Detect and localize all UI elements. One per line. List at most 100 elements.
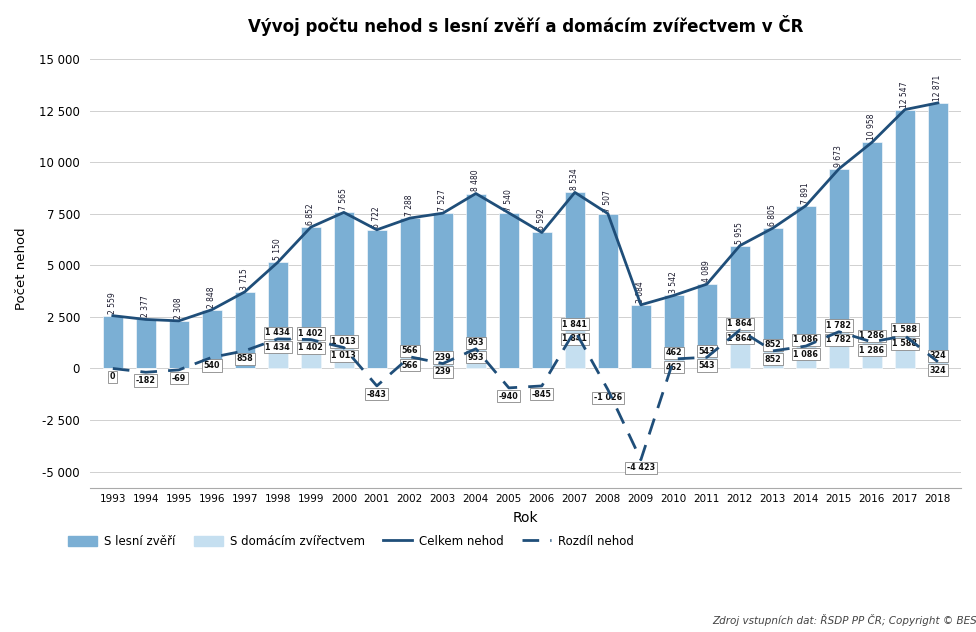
Bar	[565, 331, 585, 368]
Text: 12 547: 12 547	[901, 81, 910, 107]
Text: 7 565: 7 565	[340, 188, 348, 210]
Text: 852: 852	[764, 355, 781, 363]
Text: 1 588: 1 588	[892, 325, 917, 334]
Bar	[466, 349, 486, 368]
Bar	[102, 316, 123, 368]
Text: 8 480: 8 480	[471, 170, 480, 191]
Text: 540: 540	[204, 361, 220, 370]
Text: 10 958: 10 958	[868, 114, 876, 140]
Bar	[136, 319, 156, 368]
Bar	[169, 321, 189, 368]
Bar	[630, 305, 651, 368]
Text: 324: 324	[929, 365, 946, 375]
Bar	[267, 262, 288, 368]
Bar	[301, 227, 321, 368]
Bar	[895, 336, 915, 368]
Text: 6 722: 6 722	[372, 206, 382, 228]
Bar	[795, 205, 816, 368]
Bar	[730, 330, 751, 368]
Bar	[795, 346, 816, 368]
Text: 3 715: 3 715	[240, 268, 249, 289]
Text: 852: 852	[764, 340, 781, 349]
Text: -843: -843	[367, 389, 386, 399]
Text: 324: 324	[929, 351, 946, 360]
Text: 543: 543	[699, 346, 715, 356]
Bar	[432, 213, 453, 368]
Text: -1 026: -1 026	[593, 393, 622, 403]
Text: 2 559: 2 559	[108, 292, 117, 313]
Bar	[399, 218, 420, 368]
Bar	[862, 142, 882, 368]
Text: Zdroj vstupních dat: ŘSDP PP ČR; Copyright © BESIP/CDV: Zdroj vstupních dat: ŘSDP PP ČR; Copyrig…	[712, 614, 976, 626]
Text: 1 402: 1 402	[299, 329, 323, 338]
Text: 3 542: 3 542	[670, 272, 678, 293]
Title: Vývoj počtu nehod s lesní zvěří a domácím zvířectvem v ČR: Vývoj počtu nehod s lesní zvěří a domácí…	[248, 15, 803, 36]
Text: 2 848: 2 848	[207, 286, 217, 308]
Bar	[697, 357, 717, 368]
Bar	[399, 357, 420, 368]
Bar	[499, 213, 519, 368]
Bar	[301, 339, 321, 368]
Text: 7 507: 7 507	[603, 190, 612, 212]
Text: 7 288: 7 288	[405, 195, 415, 216]
Text: 2 308: 2 308	[175, 297, 183, 319]
Bar	[895, 109, 915, 368]
Text: 1 286: 1 286	[860, 331, 884, 340]
Text: 1 864: 1 864	[727, 319, 752, 329]
Text: 3 084: 3 084	[636, 281, 645, 303]
Text: 1 086: 1 086	[793, 349, 818, 359]
Text: 1 402: 1 402	[299, 343, 323, 352]
Text: 5 955: 5 955	[735, 222, 745, 243]
Text: 953: 953	[468, 353, 484, 362]
Text: 462: 462	[666, 348, 682, 357]
Text: 1 864: 1 864	[727, 334, 752, 343]
Text: 7 527: 7 527	[438, 190, 447, 211]
Bar	[532, 233, 552, 368]
Text: 1 782: 1 782	[827, 321, 851, 330]
Text: 7 540: 7 540	[505, 189, 513, 211]
Bar	[234, 292, 255, 368]
Text: 1 013: 1 013	[332, 351, 356, 360]
Bar	[829, 332, 849, 368]
Bar	[664, 295, 684, 368]
Bar	[927, 362, 948, 368]
Text: 6 852: 6 852	[306, 204, 315, 225]
Bar	[730, 246, 751, 368]
Bar	[927, 103, 948, 368]
Text: 1 086: 1 086	[793, 336, 818, 344]
Text: -182: -182	[136, 376, 156, 385]
Bar	[334, 212, 354, 368]
Text: 953: 953	[468, 338, 484, 347]
Text: 1 841: 1 841	[562, 320, 588, 329]
Bar	[829, 169, 849, 368]
Text: 12 871: 12 871	[933, 75, 943, 101]
Bar	[697, 284, 717, 368]
Text: -69: -69	[172, 374, 186, 382]
Text: 462: 462	[666, 363, 682, 372]
Text: 566: 566	[401, 346, 418, 355]
Bar	[367, 230, 387, 368]
Text: 543: 543	[699, 361, 715, 370]
Text: 7 891: 7 891	[801, 182, 810, 204]
Bar	[597, 214, 618, 368]
Text: 1 434: 1 434	[265, 343, 290, 351]
Bar	[762, 351, 783, 368]
Text: -4 423: -4 423	[627, 463, 655, 473]
Bar	[334, 348, 354, 368]
Text: 5 150: 5 150	[273, 238, 282, 260]
Text: 8 534: 8 534	[570, 169, 580, 190]
Text: -845: -845	[532, 390, 551, 399]
Text: -940: -940	[499, 392, 518, 401]
Bar	[565, 192, 585, 368]
Bar	[466, 193, 486, 368]
Text: 566: 566	[401, 360, 418, 370]
Bar	[762, 228, 783, 368]
Text: 239: 239	[434, 367, 451, 376]
Text: 2 377: 2 377	[142, 296, 150, 317]
Text: 4 089: 4 089	[703, 260, 712, 282]
Text: 6 805: 6 805	[768, 204, 777, 226]
Legend: S lesní zvěří, S domácím zvířectvem, Celkem nehod, Rozdíl nehod: S lesní zvěří, S domácím zvířectvem, Cel…	[63, 530, 639, 552]
Bar	[664, 359, 684, 368]
Text: 1 588: 1 588	[892, 339, 917, 348]
Text: 1 841: 1 841	[562, 334, 588, 343]
